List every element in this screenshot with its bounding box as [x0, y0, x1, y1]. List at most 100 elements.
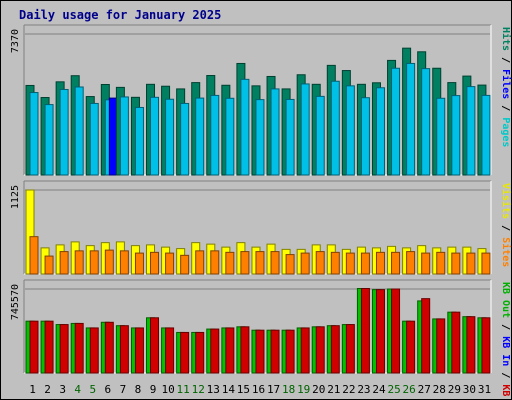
- bar-middle-sites-day-2: [44, 255, 54, 275]
- x-tick-label-day-25: 25: [387, 383, 400, 396]
- x-tick-label-day-28: 28: [433, 383, 446, 396]
- bar-middle-sites-day-14: [225, 251, 235, 275]
- bar-middle-sites-day-25: [391, 251, 401, 275]
- x-tick-label-day-10: 10: [161, 383, 174, 396]
- bar-top-files-day-15: [240, 78, 250, 176]
- bar-middle-sites-day-22: [345, 252, 355, 275]
- legend-item-kb-out: KB Out: [500, 282, 511, 318]
- bar-top-files-day-1: [29, 92, 39, 176]
- bar-top-files-day-2: [44, 104, 54, 176]
- bar-bottom-kb-f-day-5: [89, 327, 99, 374]
- bar-top-files-day-21: [330, 80, 340, 176]
- x-tick-label-day-16: 16: [252, 383, 265, 396]
- bar-bottom-kb-f-day-17: [270, 329, 280, 374]
- x-tick-label-day-15: 15: [237, 383, 250, 396]
- x-tick-label-day-23: 23: [357, 383, 370, 396]
- x-tick-label-day-5: 5: [89, 383, 96, 396]
- x-tick-label-day-4: 4: [74, 383, 81, 396]
- bar-top-files-day-16: [255, 99, 265, 176]
- bar-middle-sites-day-10: [165, 252, 175, 275]
- bar-top-files-day-20: [315, 95, 325, 176]
- bar-bottom-kb-f-day-1: [29, 320, 39, 374]
- bar-middle-sites-day-30: [466, 252, 476, 275]
- x-tick-label-day-11: 11: [177, 383, 190, 396]
- x-tick-label-day-8: 8: [135, 383, 142, 396]
- bar-bottom-kb-f-day-14: [225, 327, 235, 374]
- x-tick-label-day-22: 22: [342, 383, 355, 396]
- panel-top-ymax-label: 7370: [10, 29, 21, 53]
- bar-middle-sites-day-26: [406, 251, 416, 275]
- bar-top-files-day-29: [451, 95, 461, 176]
- bar-top-files-day-22: [345, 85, 355, 176]
- bar-top-files-day-18: [285, 98, 295, 176]
- legend-item-kb-f: KB F: [500, 384, 511, 400]
- legend-separator: /: [500, 219, 511, 237]
- x-tick-label-day-3: 3: [59, 383, 66, 396]
- bar-top-files-day-7: [119, 96, 129, 176]
- bar-bottom-kb-f-day-24: [375, 289, 385, 374]
- bar-bottom-kb-f-day-16: [255, 329, 265, 374]
- bar-middle-sites-day-4: [74, 250, 84, 275]
- bar-middle-sites-day-15: [240, 251, 250, 275]
- bar-middle-sites-day-24: [375, 251, 385, 275]
- bar-top-files-day-12: [195, 97, 205, 176]
- bar-middle-sites-day-7: [119, 250, 129, 275]
- legend-item-hits: Hits: [500, 27, 512, 51]
- x-tick-label-day-18: 18: [282, 383, 295, 396]
- bar-bottom-kb-f-day-27: [421, 298, 431, 374]
- bar-middle-sites-day-23: [360, 252, 370, 275]
- bar-bottom-kb-f-day-25: [391, 288, 401, 374]
- x-tick-label-day-2: 2: [44, 383, 51, 396]
- bar-bottom-kb-f-day-23: [360, 288, 370, 374]
- bar-top-files-day-28: [436, 97, 446, 176]
- bar-top-files-day-19: [300, 83, 310, 176]
- bar-middle-sites-day-1: [29, 236, 39, 275]
- bar-middle-sites-day-21: [330, 251, 340, 275]
- bar-top-files-day-9: [150, 96, 160, 176]
- bar-top-files-day-5: [89, 102, 99, 176]
- x-tick-label-day-13: 13: [207, 383, 220, 396]
- bar-middle-sites-day-17: [270, 251, 280, 275]
- bar-bottom-kb-f-day-20: [315, 326, 325, 374]
- bar-middle-sites-day-19: [300, 252, 310, 275]
- bar-top-files-day-30: [466, 86, 476, 176]
- bar-middle-sites-day-9: [150, 251, 160, 275]
- bar-top-files-day-27: [421, 68, 431, 176]
- bar-middle-sites-day-3: [59, 251, 69, 275]
- bar-bottom-kb-f-day-26: [406, 320, 416, 374]
- bar-middle-sites-day-20: [315, 251, 325, 275]
- x-tick-label-day-20: 20: [312, 383, 325, 396]
- bar-top-files-day-4: [74, 86, 84, 176]
- bar-bottom-kb-f-day-8: [134, 327, 144, 374]
- x-tick-label-day-12: 12: [192, 383, 205, 396]
- legend-item-files: Files: [500, 69, 512, 99]
- bar-bottom-kb-f-day-6: [104, 321, 114, 374]
- bar-bottom-kb-f-day-22: [345, 324, 355, 374]
- x-tick-label-day-7: 7: [120, 383, 127, 396]
- bar-top-files-day-14: [225, 97, 235, 176]
- legend-item-visits: Visits: [500, 183, 512, 219]
- legend-item-sites: Sites: [500, 237, 512, 267]
- bar-middle-sites-day-16: [255, 251, 265, 275]
- x-tick-label-day-9: 9: [150, 383, 157, 396]
- bar-middle-sites-day-27: [421, 252, 431, 275]
- x-tick-label-day-19: 19: [297, 383, 310, 396]
- bar-bottom-kb-f-day-19: [300, 327, 310, 374]
- panel-bottom-ymax-label: 745570: [10, 284, 21, 320]
- bar-bottom-kb-f-day-10: [165, 327, 175, 374]
- legend-item-pages: Pages: [500, 117, 511, 147]
- bar-middle-sites-day-6: [104, 249, 114, 275]
- bar-bottom-kb-f-day-21: [330, 325, 340, 374]
- bar-top-files-day-31: [481, 94, 491, 176]
- bar-bottom-kb-f-day-29: [451, 311, 461, 374]
- bar-bottom-kb-f-day-31: [481, 317, 491, 374]
- x-tick-label-day-24: 24: [372, 383, 386, 396]
- x-tick-label-day-1: 1: [29, 383, 36, 396]
- bar-top-files-day-24: [375, 87, 385, 176]
- bar-middle-sites-day-11: [180, 254, 190, 275]
- legend-separator: /: [500, 51, 511, 69]
- bar-middle-sites-day-28: [436, 251, 446, 275]
- x-tick-label-day-14: 14: [222, 383, 236, 396]
